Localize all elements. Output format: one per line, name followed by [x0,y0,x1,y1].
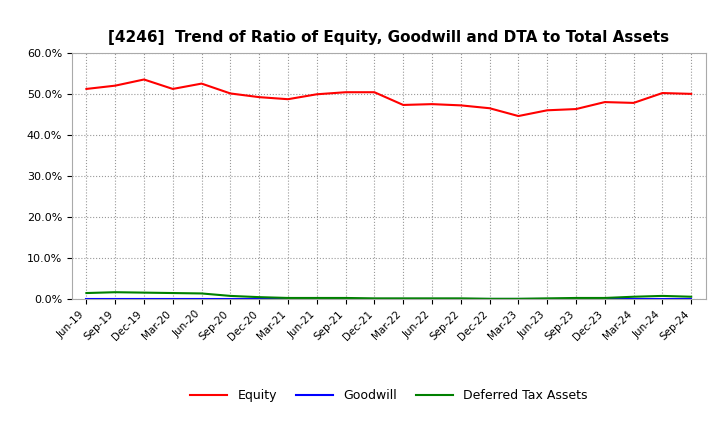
Equity [543,108,552,113]
Deferred Tax Assets [226,293,235,299]
Goodwill [572,297,580,302]
Goodwill [456,297,465,302]
Deferred Tax Assets [197,291,206,296]
Deferred Tax Assets [543,296,552,301]
Deferred Tax Assets [629,294,638,299]
Deferred Tax Assets [687,294,696,299]
Equity [629,100,638,106]
Goodwill [284,297,292,302]
Deferred Tax Assets [341,295,350,301]
Deferred Tax Assets [456,296,465,301]
Deferred Tax Assets [428,296,436,301]
Equity [600,99,609,105]
Goodwill [485,297,494,302]
Goodwill [255,297,264,302]
Deferred Tax Assets [111,290,120,295]
Goodwill [140,297,148,302]
Equity [687,91,696,96]
Equity [82,86,91,92]
Deferred Tax Assets [140,290,148,295]
Line: Equity: Equity [86,80,691,116]
Equity [485,106,494,111]
Equity [312,92,321,97]
Deferred Tax Assets [284,295,292,301]
Deferred Tax Assets [312,295,321,301]
Equity [284,96,292,102]
Deferred Tax Assets [168,290,177,296]
Goodwill [312,297,321,302]
Goodwill [629,297,638,302]
Deferred Tax Assets [600,295,609,301]
Equity [428,102,436,107]
Goodwill [197,297,206,302]
Goodwill [168,297,177,302]
Line: Deferred Tax Assets: Deferred Tax Assets [86,292,691,299]
Equity [111,83,120,88]
Deferred Tax Assets [399,296,408,301]
Equity [658,90,667,95]
Equity [140,77,148,82]
Goodwill [543,297,552,302]
Goodwill [341,297,350,302]
Goodwill [514,297,523,302]
Deferred Tax Assets [572,295,580,301]
Goodwill [600,297,609,302]
Deferred Tax Assets [82,290,91,296]
Goodwill [111,297,120,302]
Equity [572,106,580,112]
Deferred Tax Assets [485,296,494,301]
Equity [456,103,465,108]
Deferred Tax Assets [514,296,523,301]
Goodwill [399,297,408,302]
Goodwill [687,297,696,302]
Title: [4246]  Trend of Ratio of Equity, Goodwill and DTA to Total Assets: [4246] Trend of Ratio of Equity, Goodwil… [108,29,670,45]
Goodwill [226,297,235,302]
Goodwill [658,297,667,302]
Equity [197,81,206,86]
Equity [370,90,379,95]
Goodwill [370,297,379,302]
Equity [514,114,523,119]
Equity [341,90,350,95]
Deferred Tax Assets [370,296,379,301]
Goodwill [428,297,436,302]
Deferred Tax Assets [255,294,264,300]
Equity [255,95,264,100]
Equity [399,103,408,108]
Equity [226,91,235,96]
Deferred Tax Assets [658,293,667,299]
Goodwill [82,297,91,302]
Legend: Equity, Goodwill, Deferred Tax Assets: Equity, Goodwill, Deferred Tax Assets [185,384,593,407]
Equity [168,86,177,92]
